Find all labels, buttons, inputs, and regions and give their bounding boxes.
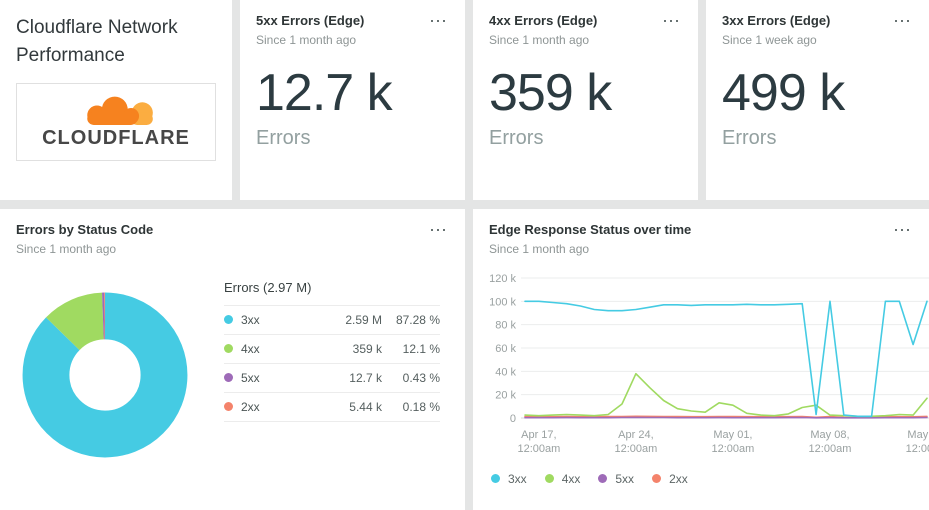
svg-text:Apr 24,: Apr 24,: [618, 429, 653, 441]
timeseries-legend-item-2xx[interactable]: 2xx: [652, 472, 688, 486]
card-menu-button[interactable]: ⋯: [893, 11, 911, 31]
kpi-card-4xx-errors: 4xx Errors (Edge) Since 1 month ago ⋯ 35…: [473, 0, 698, 200]
svg-text:120 k: 120 k: [489, 273, 516, 285]
svg-text:12:00am: 12:00am: [614, 443, 657, 455]
legend-row-2xx[interactable]: 2xx 5.44 k 0.18 %: [224, 391, 440, 422]
legend-dot: [598, 474, 608, 484]
legend-dot: [652, 474, 662, 484]
donut-chart[interactable]: [16, 286, 194, 464]
card-title: 4xx Errors (Edge): [489, 13, 598, 28]
legend-series-name: 2xx: [241, 399, 260, 414]
kpi-label: Errors: [489, 126, 544, 149]
legend-row-4xx[interactable]: 4xx 359 k 12.1 %: [224, 333, 440, 363]
donut-legend-title: Errors (2.97 M): [224, 279, 312, 295]
card-title: 5xx Errors (Edge): [256, 13, 365, 28]
header-card: Cloudflare Network Performance CLOUDFLAR…: [0, 0, 232, 200]
svg-text:May 01,: May 01,: [713, 429, 752, 441]
timeseries-legend-item-5xx[interactable]: 5xx: [598, 472, 634, 486]
kpi-card-3xx-errors: 3xx Errors (Edge) Since 1 week ago ⋯ 499…: [706, 0, 929, 200]
kpi-value: 359 k: [489, 63, 612, 122]
kpi-label: Errors: [722, 126, 777, 149]
card-subtitle: Since 1 month ago: [16, 241, 117, 256]
svg-text:40 k: 40 k: [495, 366, 516, 378]
legend-dot: [224, 315, 233, 325]
card-subtitle: Since 1 month ago: [489, 32, 590, 47]
svg-text:May 15,: May 15,: [907, 429, 929, 441]
svg-text:20 k: 20 k: [495, 389, 516, 401]
card-subtitle: Since 1 week ago: [722, 32, 817, 47]
kpi-card-5xx-errors: 5xx Errors (Edge) Since 1 month ago ⋯ 12…: [240, 0, 465, 200]
legend-series-name: 4xx: [241, 341, 260, 356]
timeseries-legend-item-4xx[interactable]: 4xx: [544, 472, 580, 486]
legend-series-pct: 0.43 %: [402, 370, 440, 385]
donut-legend-rows: 3xx 2.59 M 87.28 % 4xx 359 k 12.1 % 5xx 12.7 k 0…: [224, 304, 440, 422]
legend-row-3xx[interactable]: 3xx 2.59 M 87.28 %: [224, 304, 440, 334]
legend-series-name: 5xx: [241, 370, 260, 385]
donut-legend: Errors (2.97 M) 3xx 2.59 M 87.28 % 4xx 359 k…: [224, 274, 440, 469]
legend-dot: [491, 474, 500, 484]
legend-row-5xx[interactable]: 5xx 12.7 k 0.43 %: [224, 362, 440, 392]
legend-series-value: 359 k: [352, 341, 382, 356]
legend-series-value: 2.59 M: [345, 312, 382, 327]
card-menu-button[interactable]: ⋯: [429, 220, 447, 240]
legend-series-name: 3xx: [241, 312, 260, 327]
errors-by-status-code-card: Errors by Status Code Since 1 month ago …: [0, 209, 465, 510]
cloudflare-cloud-icon: [87, 96, 153, 125]
edge-response-status-card: Edge Response Status over time Since 1 m…: [473, 209, 929, 510]
cloudflare-wordmark: CLOUDFLARE: [42, 126, 190, 149]
svg-text:May 08,: May 08,: [810, 429, 849, 441]
legend-dot: [224, 402, 233, 412]
cloudflare-logo: CLOUDFLARE: [16, 83, 216, 162]
legend-series-pct: 0.18 %: [402, 399, 440, 414]
svg-text:12:00am: 12:00am: [712, 443, 755, 455]
card-subtitle: Since 1 month ago: [256, 32, 357, 47]
svg-text:12:00am: 12:00am: [809, 443, 852, 455]
card-menu-button[interactable]: ⋯: [429, 11, 447, 31]
svg-text:60 k: 60 k: [495, 343, 516, 355]
legend-dot: [224, 344, 233, 354]
dashboard-title: Cloudflare Network Performance: [0, 0, 232, 69]
svg-text:12:00am: 12:00am: [906, 443, 929, 455]
card-subtitle: Since 1 month ago: [489, 241, 590, 256]
svg-text:100 k: 100 k: [489, 296, 516, 308]
legend-series-pct: 87.28 %: [395, 312, 440, 327]
card-title: Errors by Status Code: [16, 222, 154, 237]
card-title: Edge Response Status over time: [489, 222, 692, 237]
dashboard-title-line2: Performance: [16, 44, 125, 66]
legend-dot: [544, 474, 554, 484]
card-menu-button[interactable]: ⋯: [893, 220, 911, 240]
legend-series-value: 12.7 k: [349, 370, 382, 385]
timeseries-legend-item-3xx[interactable]: 3xx: [491, 472, 527, 486]
legend-series-value: 5.44 k: [349, 399, 382, 414]
line-chart[interactable]: 120 k 100 k 80 k 60 k 40 k 20 k 0 Apr 17, 12:00a…: [485, 268, 929, 460]
svg-text:12:00am: 12:00am: [517, 443, 560, 455]
svg-text:80 k: 80 k: [495, 319, 516, 331]
kpi-label: Errors: [256, 126, 311, 149]
kpi-value: 12.7 k: [256, 63, 393, 122]
timeseries-legend: 3xx 4xx 5xx 2xx: [473, 472, 929, 486]
card-title: 3xx Errors (Edge): [722, 13, 831, 28]
legend-dot: [224, 373, 233, 383]
kpi-value: 499 k: [722, 63, 845, 122]
dashboard-title-line1: Cloudflare Network: [16, 17, 178, 38]
svg-text:0: 0: [510, 413, 516, 425]
legend-series-pct: 12.1 %: [402, 341, 440, 356]
card-menu-button[interactable]: ⋯: [662, 11, 680, 31]
svg-text:Apr 17,: Apr 17,: [521, 429, 556, 441]
